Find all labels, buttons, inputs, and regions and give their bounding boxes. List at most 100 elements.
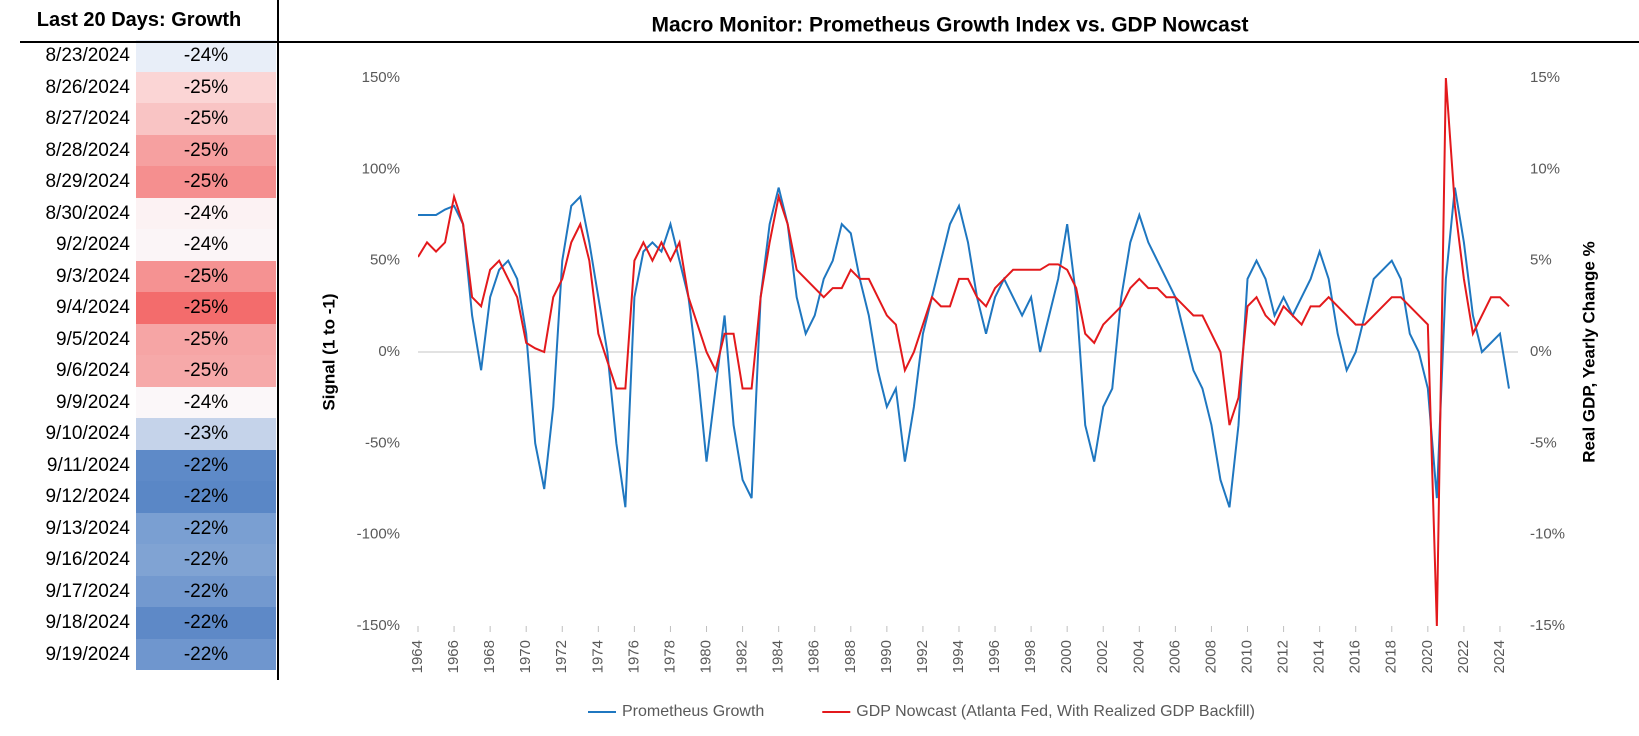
table-divider — [277, 0, 279, 680]
series-line — [418, 78, 1510, 626]
x-tick-label: 2002 — [1094, 640, 1111, 673]
table-row: 9/6/2024 -25% — [0, 355, 278, 387]
table-row: 9/16/2024 -22% — [0, 544, 278, 576]
x-tick-label: 1998 — [1022, 640, 1039, 673]
series-line — [418, 187, 1510, 508]
value-cell: -25% — [136, 134, 276, 166]
date-cell: 9/2/2024 — [56, 234, 130, 255]
y-tick-label: 100% — [362, 160, 400, 177]
x-tick-label: 2008 — [1202, 640, 1219, 673]
value-cell: -22% — [136, 575, 276, 607]
x-tick-label: 2018 — [1383, 640, 1400, 673]
value-cell: -22% — [136, 449, 276, 481]
legend-label: GDP Nowcast (Atlanta Fed, With Realized … — [856, 703, 1255, 720]
table-row: 9/2/2024 -24% — [0, 229, 278, 261]
x-tick-label: 1988 — [842, 640, 859, 673]
x-tick-label: 2012 — [1275, 640, 1292, 673]
date-cell: 9/4/2024 — [56, 297, 130, 318]
y-axis-label: Signal (1 to -1) — [319, 293, 338, 410]
y-tick-label: 0% — [378, 343, 400, 360]
table-row: 9/5/2024 -25% — [0, 323, 278, 355]
table-title: Last 20 Days: Growth — [36, 9, 242, 31]
x-tick-label: 1968 — [481, 640, 498, 673]
x-tick-label: 1976 — [625, 640, 642, 673]
table-row: 9/4/2024 -25% — [0, 292, 278, 324]
value-cell: -25% — [136, 355, 276, 387]
table-row: 9/9/2024 -24% — [0, 386, 278, 418]
table-row: 8/30/2024 -24% — [0, 197, 278, 229]
date-cell: 9/16/2024 — [45, 549, 130, 570]
x-tick-label: 1994 — [950, 640, 967, 673]
x-tick-label: 1992 — [914, 640, 931, 673]
y2-tick-label: 15% — [1530, 69, 1560, 86]
x-tick-label: 2004 — [1130, 640, 1147, 673]
date-cell: 9/10/2024 — [45, 423, 130, 444]
table-row: 9/11/2024 -22% — [0, 449, 278, 481]
table-row: 8/29/2024 -25% — [0, 166, 278, 198]
y2-tick-label: -10% — [1530, 526, 1565, 543]
table-row: 9/3/2024 -25% — [0, 260, 278, 292]
table-row: 8/26/2024 -25% — [0, 71, 278, 103]
date-cell: 8/29/2024 — [45, 171, 130, 192]
date-cell: 9/18/2024 — [45, 612, 130, 633]
value-cell: -22% — [136, 638, 276, 670]
value-cell: -23% — [136, 418, 276, 450]
date-cell: 8/26/2024 — [45, 76, 130, 98]
table-row: 8/27/2024 -25% — [0, 103, 278, 135]
x-tick-label: 1974 — [589, 640, 606, 673]
chart-title: Macro Monitor: Prometheus Growth Index v… — [651, 14, 1248, 37]
y2-axis-label: Real GDP, Yearly Change % — [1579, 241, 1598, 462]
table-row: 9/12/2024 -22% — [0, 481, 278, 513]
x-tick-label: 2014 — [1311, 640, 1328, 673]
date-cell: 9/13/2024 — [45, 517, 130, 539]
x-tick-label: 1966 — [445, 640, 462, 673]
date-cell: 9/5/2024 — [56, 328, 130, 350]
table-row: 9/10/2024 -23% — [0, 418, 278, 450]
value-cell: -25% — [136, 323, 276, 355]
date-cell: 8/27/2024 — [45, 108, 130, 129]
x-tick-label: 2006 — [1166, 640, 1183, 673]
value-cell: -24% — [136, 386, 276, 418]
value-cell: -25% — [136, 260, 276, 292]
x-tick-label: 2020 — [1419, 640, 1436, 673]
y2-tick-label: 5% — [1530, 252, 1552, 269]
y2-tick-label: 10% — [1530, 160, 1560, 177]
value-cell: -25% — [136, 166, 276, 198]
x-tick-label: 1982 — [734, 640, 751, 673]
y2-tick-label: 0% — [1530, 343, 1552, 360]
value-cell: -25% — [136, 292, 276, 324]
x-tick-label: 1964 — [409, 640, 426, 673]
value-cell: -25% — [136, 103, 276, 135]
y2-tick-label: -15% — [1530, 617, 1565, 634]
y-tick-label: -150% — [357, 617, 400, 634]
table-row: 9/13/2024 -22% — [0, 512, 278, 544]
date-cell: 9/3/2024 — [56, 265, 130, 287]
x-tick-label: 2000 — [1058, 640, 1075, 673]
x-tick-label: 2010 — [1238, 640, 1255, 673]
x-tick-label: 2024 — [1491, 640, 1508, 673]
date-cell: 9/9/2024 — [56, 391, 130, 413]
y-tick-label: -50% — [365, 434, 400, 451]
x-tick-label: 1996 — [986, 640, 1003, 673]
value-cell: -24% — [136, 229, 276, 261]
y-tick-label: 150% — [362, 69, 400, 86]
growth-table: Last 20 Days: Growth 8/23/2024 -24% 8/26/2… — [0, 0, 278, 670]
value-cell: -22% — [136, 544, 276, 576]
date-cell: 8/28/2024 — [45, 139, 130, 161]
table-row: 8/23/2024 -24% — [0, 40, 278, 72]
x-tick-label: 1990 — [878, 640, 895, 673]
date-cell: 9/6/2024 — [56, 360, 130, 381]
date-cell: 8/30/2024 — [45, 202, 130, 224]
date-cell: 9/11/2024 — [46, 454, 130, 476]
x-tick-label: 1970 — [517, 640, 534, 673]
date-cell: 9/12/2024 — [45, 486, 130, 507]
x-tick-label: 2022 — [1455, 640, 1472, 673]
date-cell: 9/17/2024 — [45, 580, 130, 602]
date-cell: 8/23/2024 — [45, 45, 130, 66]
y2-tick-label: -5% — [1530, 434, 1557, 451]
value-cell: -22% — [136, 607, 276, 639]
y-tick-label: -100% — [357, 526, 400, 543]
table-row: 9/17/2024 -22% — [0, 575, 278, 607]
